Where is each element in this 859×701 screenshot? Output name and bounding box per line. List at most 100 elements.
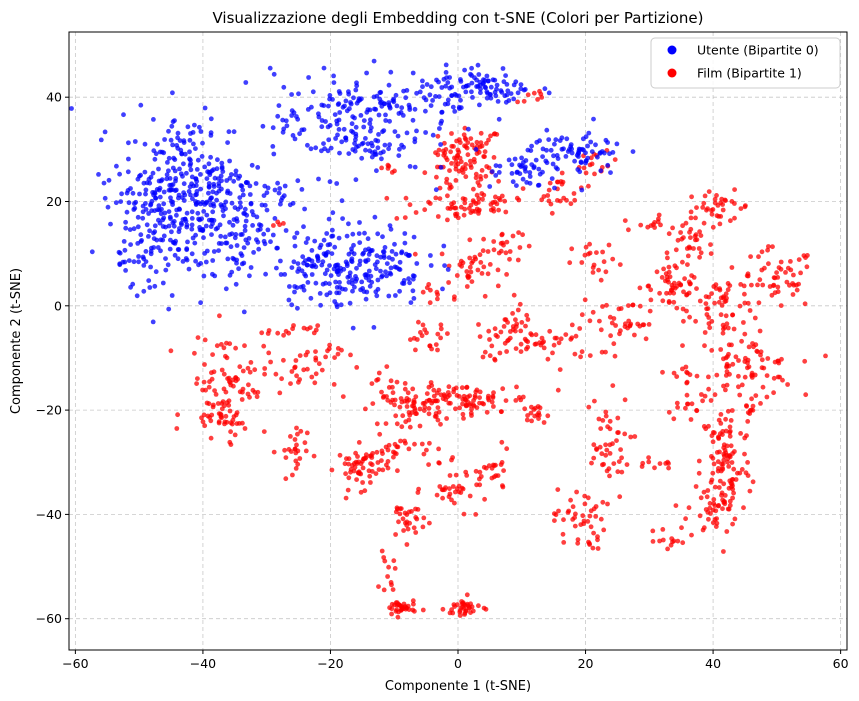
film-point: [463, 397, 469, 403]
film-point: [237, 364, 243, 370]
utente-point: [216, 248, 222, 254]
utente-point: [227, 219, 232, 225]
film-point: [209, 376, 215, 382]
film-point: [465, 140, 471, 146]
film-point: [746, 344, 752, 350]
film-point: [790, 292, 796, 297]
utente-point: [357, 262, 362, 268]
utente-point: [130, 281, 136, 287]
utente-point: [407, 280, 412, 286]
film-point: [460, 401, 465, 407]
utente-point: [118, 199, 124, 205]
film-point: [510, 324, 516, 329]
film-point: [446, 400, 452, 406]
utente-point: [155, 141, 160, 147]
film-point: [600, 462, 605, 468]
utente-point: [379, 156, 384, 162]
utente-point: [306, 75, 311, 80]
film-point: [725, 456, 731, 461]
utente-point: [351, 251, 357, 257]
film-point: [693, 232, 699, 238]
film-point: [703, 507, 709, 512]
film-point: [666, 461, 671, 466]
film-point: [490, 200, 496, 205]
utente-point: [156, 166, 161, 172]
film-point: [640, 460, 646, 466]
film-point: [396, 602, 402, 607]
film-point: [487, 353, 493, 359]
utente-point: [344, 233, 350, 239]
film-point: [593, 504, 599, 509]
film-point: [706, 189, 712, 195]
utente-point: [295, 116, 301, 122]
film-point: [261, 343, 267, 349]
film-point: [598, 516, 604, 522]
film-point: [586, 183, 591, 189]
utente-point: [372, 214, 378, 220]
utente-point: [153, 195, 159, 201]
film-point: [574, 489, 579, 495]
utente-point: [105, 204, 111, 210]
x-axis-ticks: −60 −40 −20 0 20 40 60: [62, 650, 849, 671]
utente-point: [327, 96, 332, 102]
film-point: [442, 140, 447, 146]
film-point: [729, 460, 735, 465]
utente-point: [577, 169, 583, 175]
film-point: [706, 294, 712, 300]
film-point: [454, 211, 460, 217]
film-point: [741, 505, 746, 511]
film-point: [598, 327, 604, 333]
film-point: [458, 204, 464, 210]
film-point: [499, 439, 505, 445]
utente-point: [338, 302, 344, 308]
film-point: [521, 98, 527, 104]
utente-point: [277, 186, 283, 191]
film-point: [706, 516, 711, 522]
utente-point: [120, 259, 126, 265]
film-point: [520, 232, 525, 238]
utente-point: [354, 144, 359, 150]
film-point: [519, 320, 525, 325]
utente-point: [301, 224, 306, 230]
film-point: [745, 365, 750, 371]
utente-point: [478, 86, 483, 92]
film-point: [437, 484, 443, 489]
film-point: [705, 488, 711, 493]
film-point: [379, 458, 384, 463]
film-point: [452, 500, 457, 506]
film-point: [377, 431, 383, 437]
utente-point: [178, 171, 184, 177]
utente-point: [438, 121, 444, 126]
utente-point: [595, 154, 600, 160]
film-point: [433, 398, 439, 404]
film-point: [723, 313, 729, 319]
utente-point: [406, 102, 412, 108]
film-point: [469, 279, 475, 284]
film-point: [708, 242, 713, 248]
film-point: [281, 332, 286, 338]
utente-point: [173, 178, 178, 184]
film-point: [568, 497, 573, 503]
film-point: [489, 399, 495, 405]
film-point: [624, 462, 630, 467]
utente-point: [322, 271, 328, 277]
film-point: [742, 451, 747, 457]
film-point: [200, 419, 206, 425]
utente-point: [484, 73, 490, 79]
film-point: [648, 297, 654, 303]
film-point: [503, 250, 509, 256]
utente-point: [276, 190, 282, 196]
film-point: [245, 391, 251, 397]
film-point: [415, 507, 421, 512]
film-point: [551, 342, 557, 348]
film-point: [526, 243, 532, 249]
utente-point: [272, 187, 278, 193]
film-point: [424, 285, 430, 291]
film-point: [224, 355, 230, 361]
film-point: [693, 215, 698, 221]
chart-title: Visualizzazione degli Embedding con t-SN…: [212, 9, 703, 27]
film-point: [684, 379, 690, 385]
utente-point: [201, 209, 207, 214]
utente-point: [151, 117, 156, 122]
film-point: [671, 370, 677, 376]
